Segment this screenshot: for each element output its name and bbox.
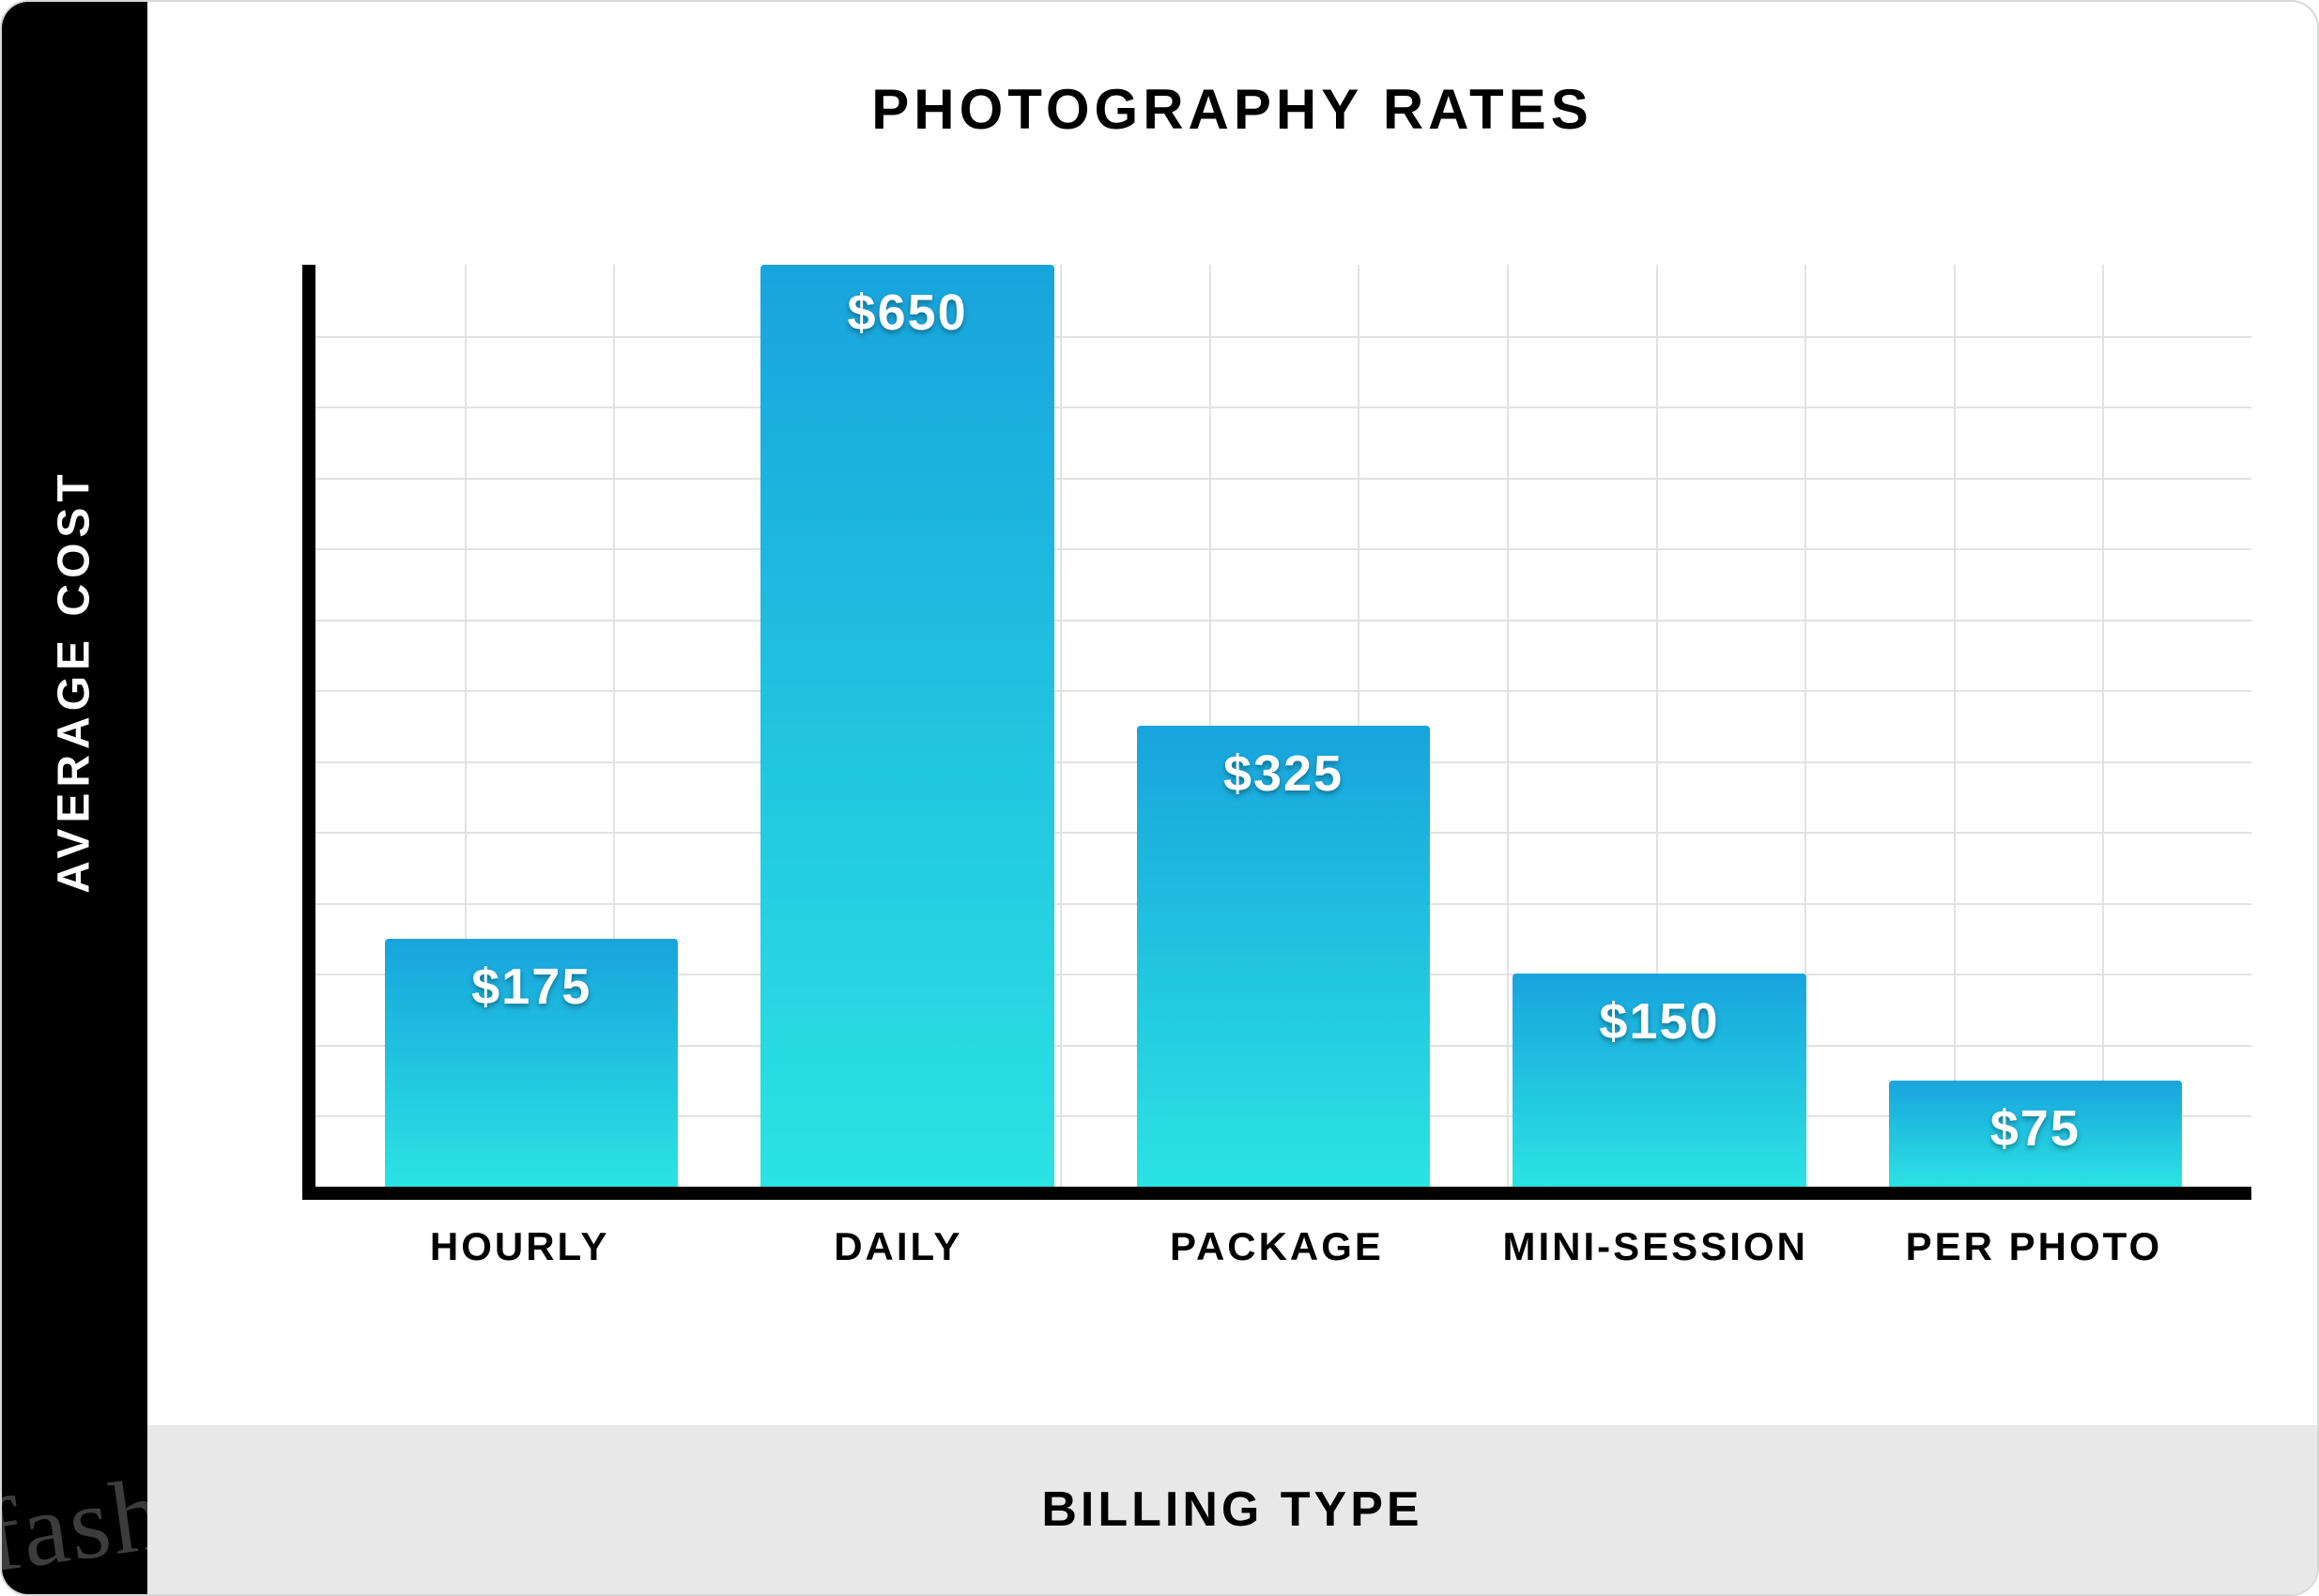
chart-title: PHOTOGRAPHY RATES [147, 77, 2317, 142]
sidebar-strip: AVERAGE COST fash [2, 2, 147, 1594]
x-category-label: MINI-SESSION [1467, 1200, 1845, 1294]
bar: $175 [385, 939, 678, 1187]
chart-area: $175 $650 $325 $150 $75 HOURLYDAILYPACKAGEMI… [302, 265, 2251, 1294]
x-category-label: DAILY [709, 1200, 1087, 1294]
bar-value-label: $325 [1137, 744, 1430, 803]
bar-value-label: $175 [385, 958, 678, 1016]
x-axis-strip: BILLING TYPE [147, 1425, 2317, 1594]
bar-slot: $150 [1471, 265, 1847, 1187]
x-category-labels: HOURLYDAILYPACKAGEMINI-SESSIONPER PHOTO [302, 1200, 2251, 1294]
brand-watermark: fash [0, 1453, 172, 1596]
bars-container: $175 $650 $325 $150 $75 [315, 265, 2251, 1187]
x-category-label: HOURLY [330, 1200, 709, 1294]
y-axis-label-container: AVERAGE COST [2, 2, 147, 1359]
bar: $650 [760, 265, 1053, 1187]
bar-value-label: $650 [760, 284, 1053, 342]
y-axis-label: AVERAGE COST [49, 468, 100, 893]
bar: $75 [1889, 1081, 2182, 1187]
bar-slot: $650 [719, 265, 1095, 1187]
bar-slot: $75 [1848, 265, 2223, 1187]
x-category-label: PER PHOTO [1845, 1200, 2223, 1294]
bar-slot: $325 [1096, 265, 1471, 1187]
bar-value-label: $150 [1513, 992, 1805, 1051]
bar-slot: $175 [344, 265, 719, 1187]
x-category-label: PACKAGE [1087, 1200, 1466, 1294]
bar-value-label: $75 [1889, 1099, 2182, 1158]
bar: $325 [1137, 726, 1430, 1187]
x-axis-label: BILLING TYPE [1041, 1481, 1422, 1538]
plot-area: $175 $650 $325 $150 $75 [302, 265, 2251, 1200]
bar: $150 [1513, 974, 1805, 1187]
chart-frame: AVERAGE COST fash PHOTOGRAPHY RATES $175… [0, 0, 2319, 1596]
